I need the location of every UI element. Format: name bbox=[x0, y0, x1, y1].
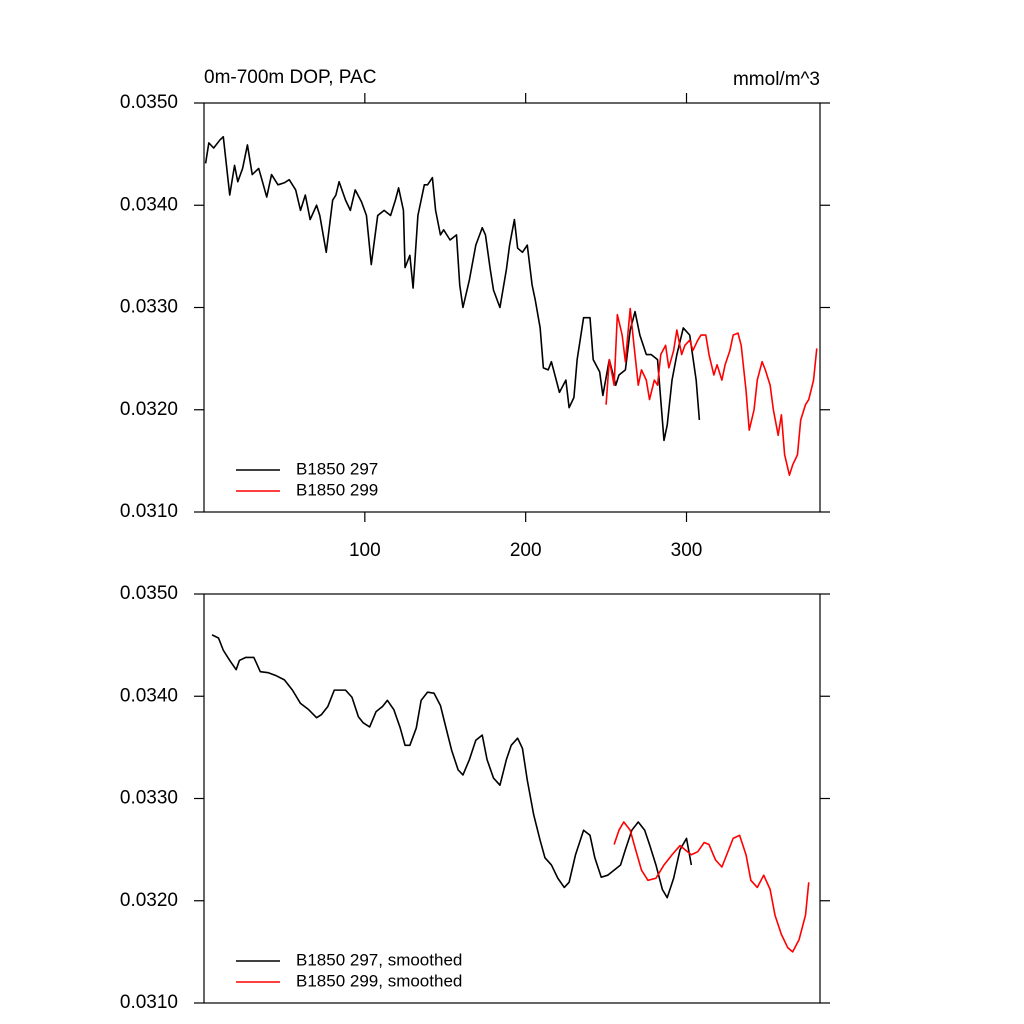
y-tick-label: 0.0330 bbox=[120, 297, 178, 318]
y-tick-label: 0.0340 bbox=[120, 685, 178, 706]
data-line bbox=[613, 821, 810, 953]
legend-label: B1850 297, smoothed bbox=[296, 950, 462, 969]
legend-label: B1850 297 bbox=[296, 459, 378, 478]
y-tick-label: 0.0320 bbox=[120, 890, 178, 911]
data-line bbox=[211, 634, 693, 899]
y-tick-label: 0.0340 bbox=[120, 194, 178, 215]
y-tick-label: 0.0310 bbox=[120, 992, 178, 1013]
y-tick-label: 0.0350 bbox=[120, 583, 178, 604]
legend-label: B1850 299 bbox=[296, 480, 378, 499]
y-tick-label: 0.0320 bbox=[120, 399, 178, 420]
y-tick-label: 0.0350 bbox=[120, 92, 178, 113]
x-tick-label: 300 bbox=[671, 540, 703, 561]
x-tick-label: 200 bbox=[510, 540, 542, 561]
data-line bbox=[605, 307, 818, 476]
y-tick-label: 0.0330 bbox=[120, 788, 178, 809]
data-line bbox=[204, 135, 701, 442]
units-label: mmol/m^3 bbox=[733, 69, 820, 90]
y-tick-label: 0.0310 bbox=[120, 501, 178, 522]
plot-frame bbox=[203, 102, 821, 513]
legend-label: B1850 299, smoothed bbox=[296, 971, 462, 990]
plot-frame bbox=[203, 593, 821, 1004]
panel-title: 0m-700m DOP, PAC bbox=[204, 67, 376, 88]
x-tick-label: 100 bbox=[349, 540, 381, 561]
